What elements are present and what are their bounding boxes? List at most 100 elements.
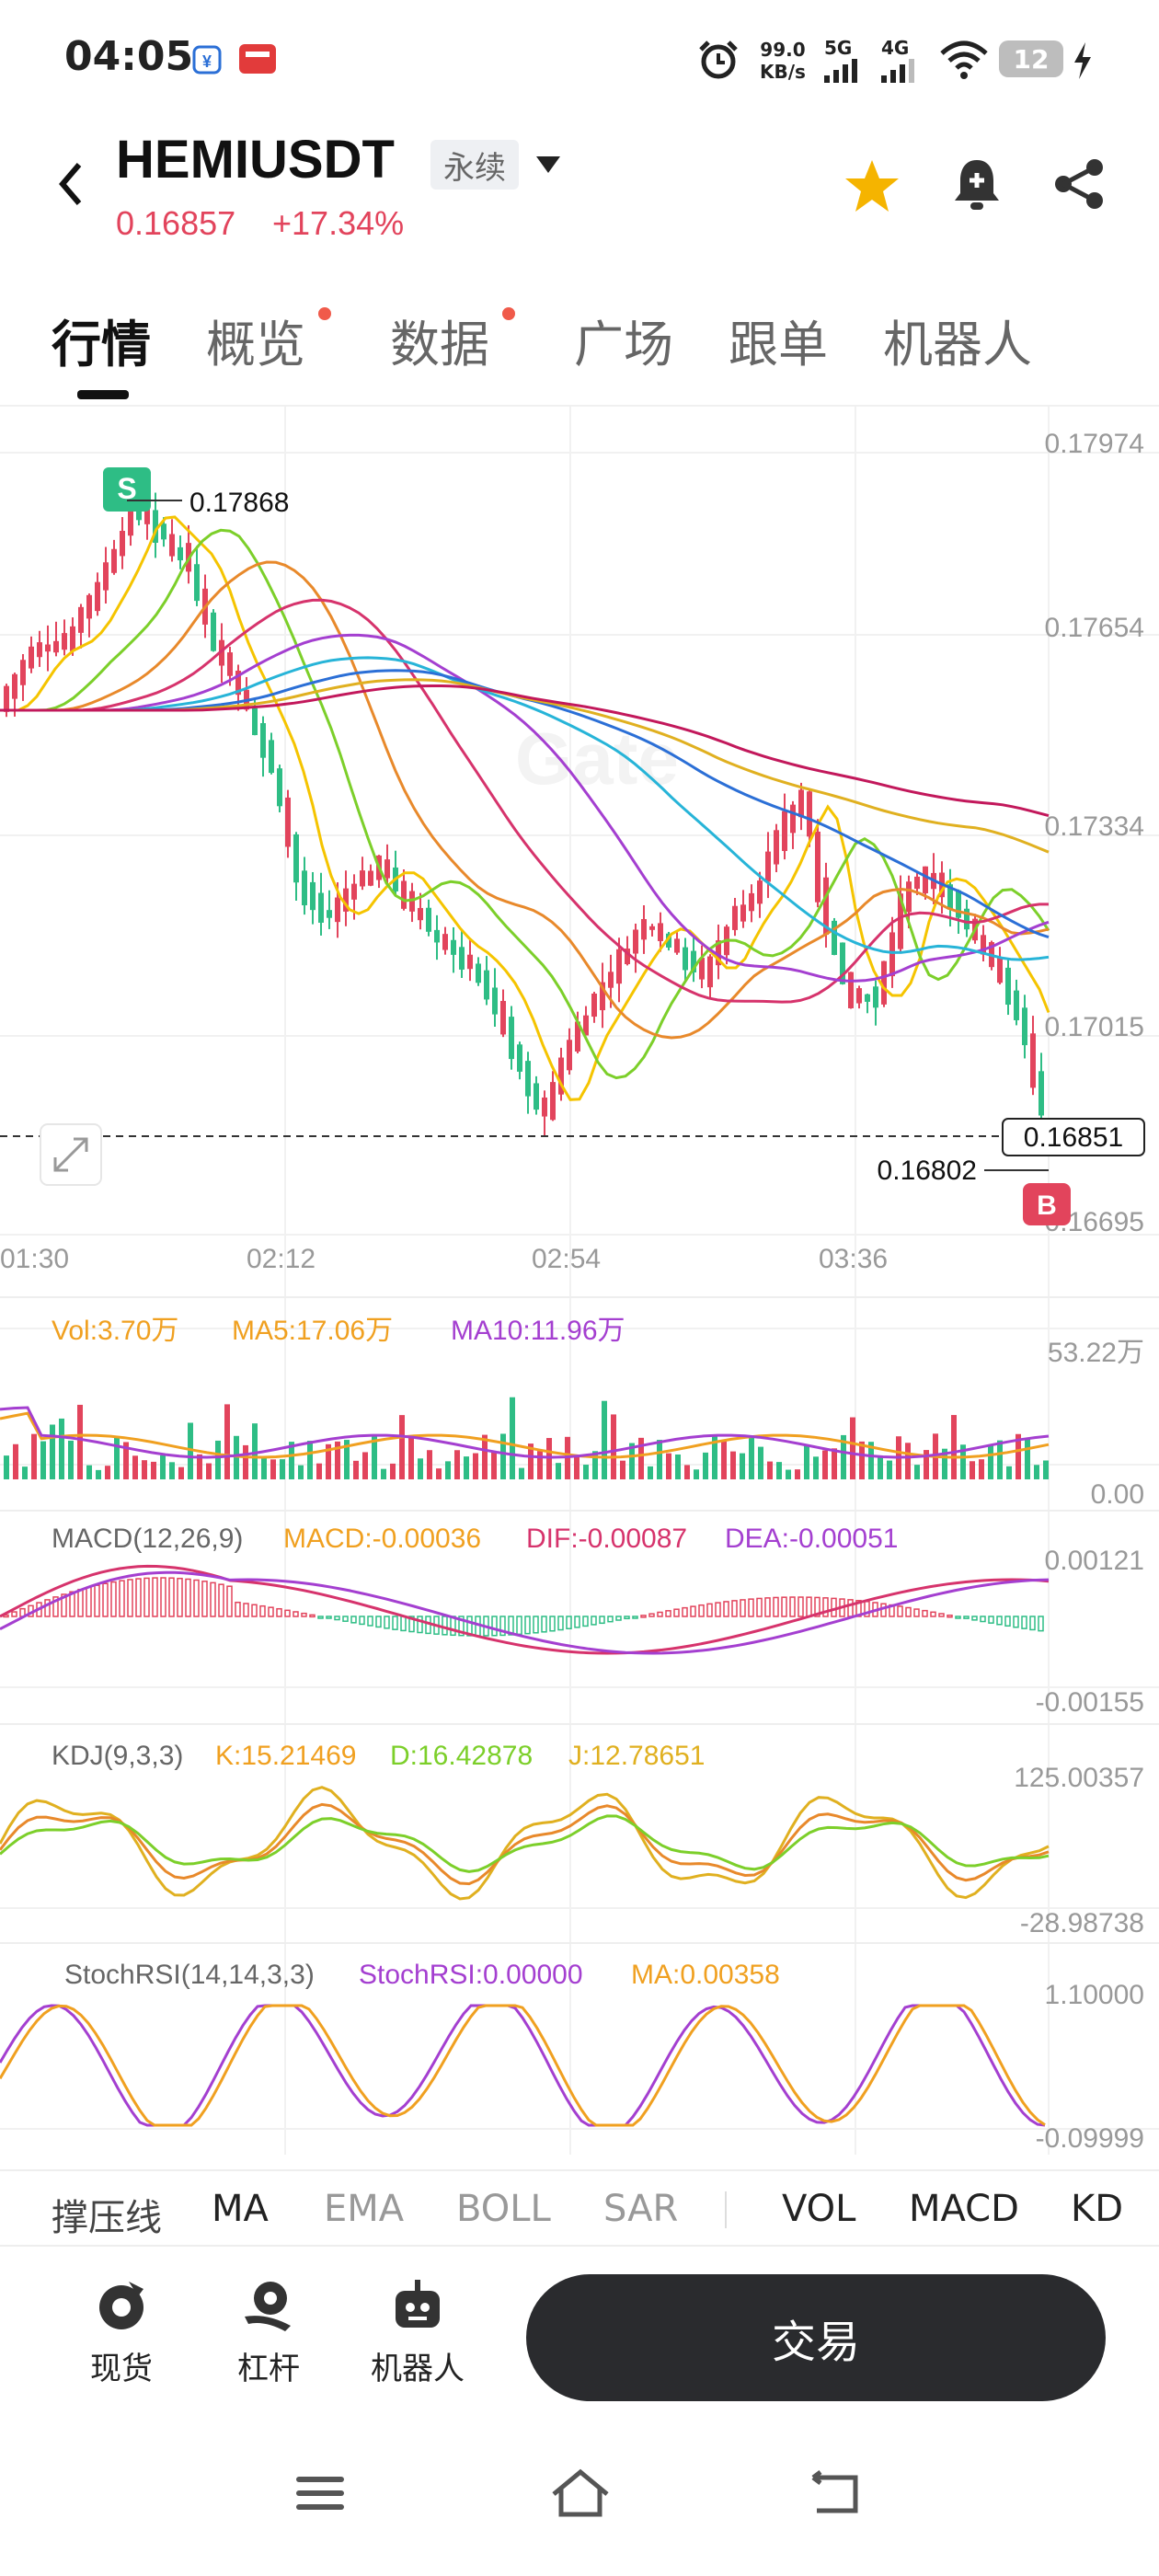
macd-bar [541,1616,547,1633]
candle-body [1039,1071,1044,1116]
candle-body [211,612,216,651]
back-nav-icon[interactable] [806,2466,865,2521]
macd-bar [557,1616,564,1631]
star-icon[interactable] [843,156,901,215]
macd-bar [698,1604,705,1617]
kdj-lines [0,1786,1050,1901]
tab-market[interactable]: 行情 [52,316,151,374]
candle-body [947,884,953,910]
candle-body [95,581,100,612]
volume-bar [418,1458,423,1479]
price-axis-label: 0.17334 [1045,811,1144,842]
spot-button[interactable]: 现货 [57,2276,186,2396]
candle-body [161,523,166,540]
contract-type-badge[interactable]: 永续 [430,140,519,190]
macd-bar [955,1616,961,1619]
volume-bar [77,1404,83,1479]
indicator-tab-kdj[interactable]: KD [1071,2188,1124,2230]
signal-4g-icon: 4G [881,37,918,86]
indicator-tab-macd[interactable]: MACD [909,2188,1019,2230]
pair-title[interactable]: HEMIUSDT [116,130,395,190]
candle-body [78,606,84,633]
volume-bar [684,1465,690,1479]
candle-body [534,1083,539,1110]
macd-bar [673,1608,680,1617]
macd-bar [508,1616,514,1636]
macd-bar [317,1616,324,1619]
indicator-tab-sar[interactable]: SAR [603,2188,679,2230]
candle-body [252,707,258,736]
margin-button[interactable]: 杠杆 [204,2276,333,2396]
candle-body [194,564,200,602]
candle-body [86,594,92,619]
volume-bar [454,1450,460,1479]
tab-data[interactable]: 数据 [390,316,489,374]
indicator-tab-ma[interactable]: MA [212,2188,269,2230]
stochrsi-line [0,2004,1046,2127]
candle-body [293,834,299,883]
back-button[interactable] [48,156,94,212]
moving-average-lines [0,515,1050,1101]
macd-bar [102,1582,109,1617]
macd-bar [44,1599,51,1617]
volume-bar [123,1442,129,1479]
volume-bar [500,1433,506,1479]
volume-bar [942,1448,947,1479]
share-icon[interactable] [1050,155,1109,213]
macd-bar [847,1599,854,1617]
volume-bar [1034,1465,1039,1479]
tab-copy-trading[interactable]: 跟单 [729,316,828,374]
bot-button[interactable]: 机器人 [353,2276,482,2396]
candle-body [889,932,895,977]
macd-axis-bottom: -0.00155 [1036,1687,1144,1718]
stochrsi-ma: MA:0.00358 [631,1960,780,1990]
tab-square[interactable]: 广场 [574,316,673,374]
candle-body [1014,990,1019,1020]
buy-marker-text: B [1037,1190,1057,1221]
volume-bar [13,1443,18,1479]
tab-bots[interactable]: 机器人 [883,316,1032,374]
indicator-tab-support[interactable]: 撑压线 [52,2197,162,2239]
volume-bar [924,1450,929,1479]
trade-button[interactable]: 交易 [526,2274,1106,2401]
spot-icon [99,2282,143,2329]
price-alert-icon[interactable] [947,155,1006,213]
volume-bar [252,1423,258,1479]
volume-bar [114,1436,120,1479]
home-icon[interactable] [548,2466,613,2521]
macd-bar [168,1577,175,1617]
buy-marker-badge [1023,1183,1071,1225]
macd-bar [185,1578,191,1617]
indicator-tab-vol[interactable]: VOL [782,2188,856,2230]
menu-icon[interactable] [293,2466,348,2521]
macd-bar [591,1616,597,1626]
chevron-down-icon[interactable] [530,151,567,178]
macd-bar [218,1583,224,1617]
indicator-tab-boll[interactable]: BOLL [456,2188,551,2230]
volume-bar [878,1456,883,1479]
indicator-tab-ema[interactable]: EMA [324,2188,405,2230]
macd-bar [980,1616,986,1623]
macd-bar [640,1615,647,1618]
volume-bar [68,1440,74,1479]
tab-overview[interactable]: 概览 [206,316,305,374]
volume-bar [261,1457,267,1479]
macd-bar [1013,1616,1019,1628]
volume-bar [951,1415,957,1479]
kline-chart[interactable]: Gate 0.17974 0.17654 0.17334 0.17015 0.1… [0,407,1159,2182]
kdj-k: K:15.21469 [215,1741,356,1771]
macd-bar [177,1577,183,1617]
volume-bar [795,1469,800,1479]
macd-bar [624,1616,630,1620]
macd-bar [375,1616,382,1628]
expand-icon[interactable] [40,1123,102,1186]
volume-bar [372,1435,377,1479]
volume-bar [473,1453,478,1479]
macd-bar [127,1579,133,1617]
time-axis-label: 03:36 [819,1244,888,1274]
low-price-label: 0.16802 [878,1156,977,1186]
macd-bar [210,1581,216,1617]
macd-bar [400,1616,407,1632]
macd-line [0,1564,1050,1655]
macd-axis-top: 0.00121 [1045,1546,1144,1576]
